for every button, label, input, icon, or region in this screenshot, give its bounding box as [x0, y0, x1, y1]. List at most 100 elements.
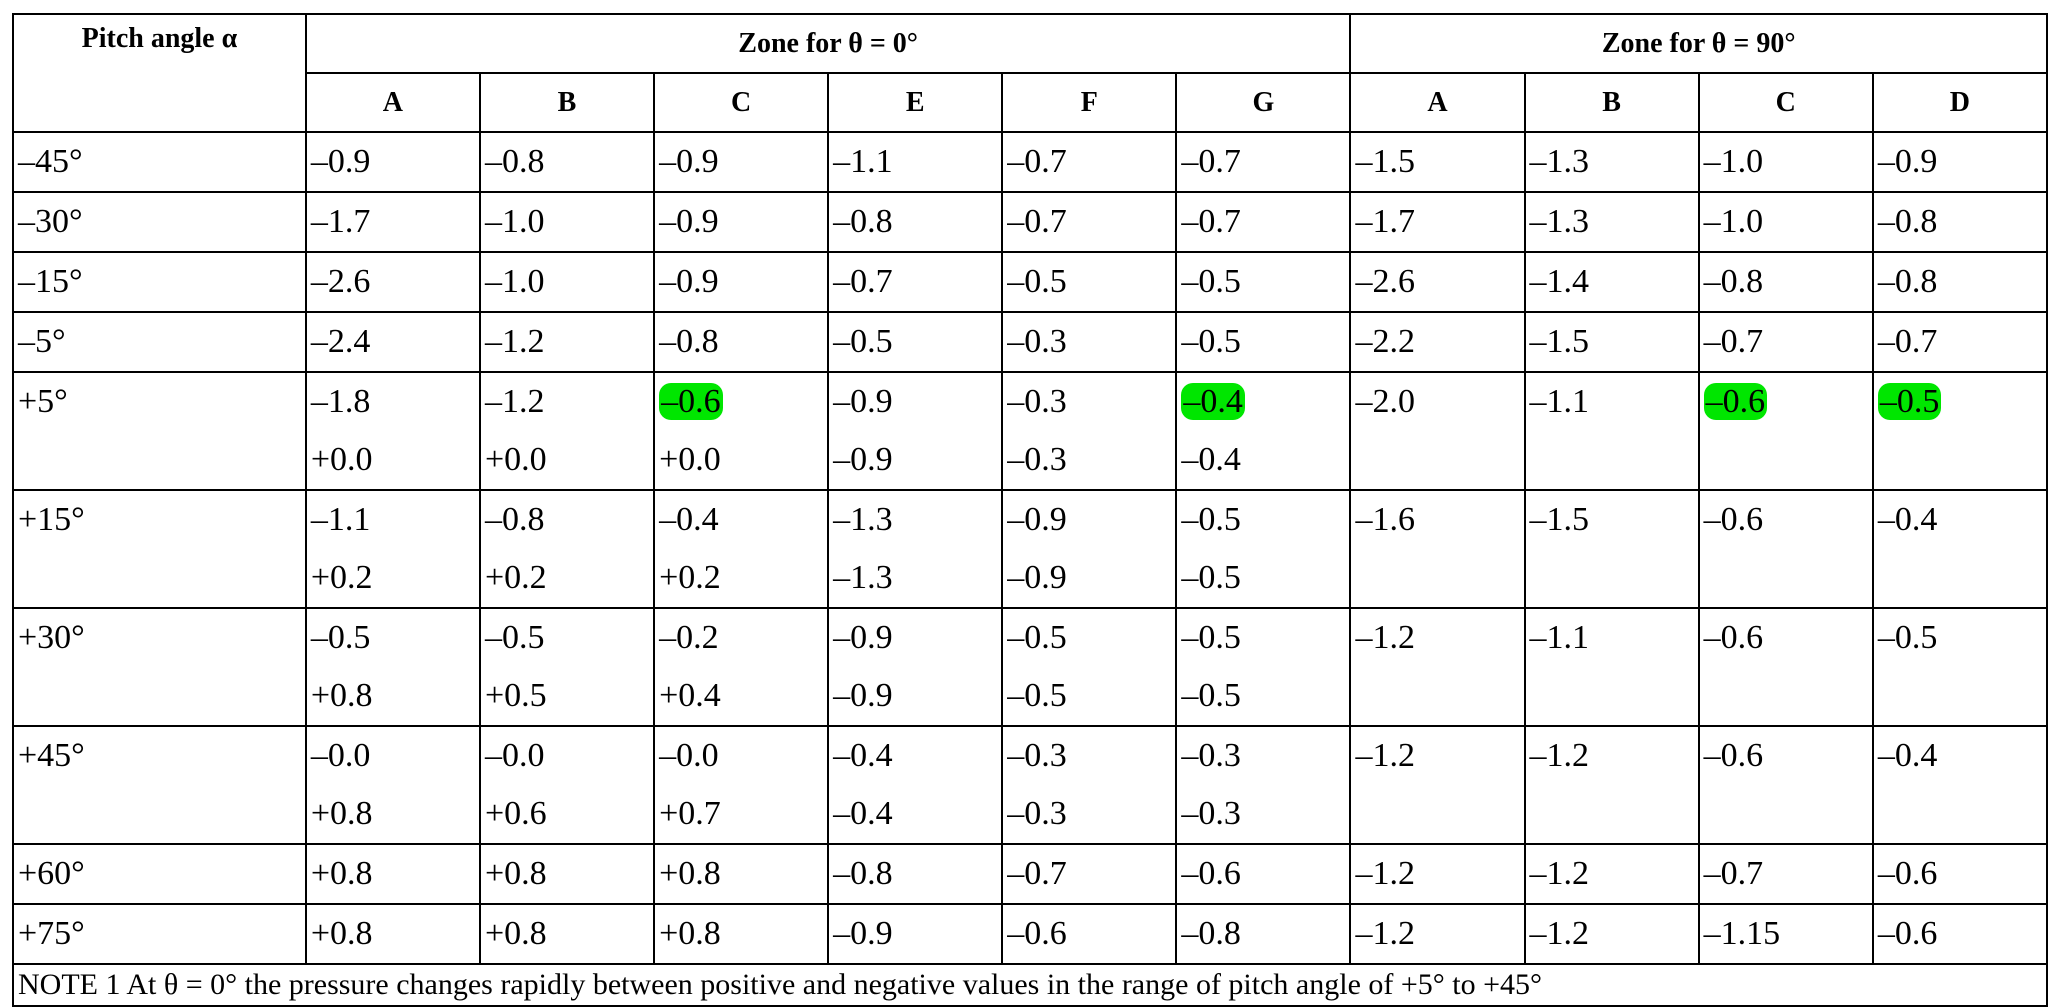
zone-header: E — [827, 72, 1004, 133]
value: –0.8 — [1877, 203, 1938, 240]
zone-header: A — [304, 72, 481, 133]
value-line: –0.9 — [659, 134, 823, 190]
value: –0.5 — [1007, 263, 1067, 300]
value-cell: –0.5 — [827, 311, 1004, 373]
value: –1.2 — [1529, 855, 1590, 892]
value-cell: –1.5 — [1523, 489, 1700, 609]
value-line: +0.2 — [311, 549, 475, 606]
value: +0.8 — [659, 855, 721, 892]
value-cell: –0.3 — [1001, 311, 1178, 373]
value: –0.3 — [1007, 323, 1067, 360]
value-line: –0.6 — [1704, 728, 1868, 785]
value-cell: –0.8 — [1697, 251, 1874, 313]
value: –1.3 — [1529, 143, 1590, 180]
value: +0.0 — [484, 441, 547, 478]
value: –0.3 — [1007, 441, 1067, 478]
value: +0.6 — [484, 795, 547, 832]
value: –0.9 — [310, 143, 371, 180]
value-cell: –1.1 — [1523, 607, 1700, 727]
value: –0.4 — [659, 501, 719, 538]
value-line: –1.2 — [484, 314, 649, 370]
value-line: –0.4 — [1181, 431, 1345, 488]
value-cell: –1.3 — [1523, 131, 1700, 193]
value: –1.0 — [484, 203, 545, 240]
value: –0.3 — [1007, 737, 1067, 774]
value: –2.6 — [1355, 263, 1415, 300]
value: –0.5 — [1007, 619, 1067, 656]
value-cell: +0.8 — [478, 903, 656, 965]
value-line: –0.3 — [1007, 785, 1171, 842]
value-cell: –0.5 +0.8 — [304, 607, 481, 727]
value-cell: –0.3 –0.3 — [1175, 725, 1352, 845]
value: –0.8 — [833, 203, 893, 240]
value: –1.7 — [1355, 203, 1415, 240]
value-line: –0.9 — [1007, 492, 1171, 549]
value-line: –0.9 — [310, 134, 475, 190]
value: –0.9 — [1877, 143, 1938, 180]
value-line: –1.0 — [1704, 134, 1868, 190]
value: –0.9 — [833, 441, 893, 478]
value: –0.6 — [1007, 915, 1067, 952]
value: –1.2 — [484, 323, 545, 360]
value-line: –0.7 — [1878, 314, 2042, 370]
value-line: –0.5 — [1007, 610, 1171, 667]
value-cell: –0.7 — [1697, 843, 1874, 905]
value: +0.8 — [310, 677, 373, 714]
value-line: –0.7 — [1007, 194, 1171, 250]
value-cell: –0.6 — [1697, 607, 1874, 727]
group-header: Zone for θ = 0° — [304, 13, 1352, 74]
page: {"table": { "header": {"pitch": "Pitch a… — [12, 13, 2048, 1007]
value-line: –0.5 — [485, 610, 649, 667]
pitch-header: Pitch angle α — [12, 13, 307, 133]
value-cell: –0.3 –0.3 — [1001, 371, 1178, 491]
value-line: –1.0 — [1704, 194, 1868, 250]
value-cell: –0.6 — [1697, 371, 1874, 491]
value-line: +0.8 — [659, 906, 823, 962]
value: –0.5 — [1181, 619, 1241, 656]
value: –0.4 — [833, 795, 893, 832]
table-row: –45° –0.9 –0.8 –0.9 –1.1 –0.7 –0.7 –1.5 –1.3 –1.0… — [12, 131, 2048, 193]
value: +0.2 — [484, 559, 547, 596]
table-row: +60° +0.8 +0.8 +0.8 –0.8 –0.7 –0.6 –1.2 –1.2 –0.7… — [12, 843, 2048, 905]
value: –1.3 — [1529, 203, 1590, 240]
value-cell: –0.4 –0.4 — [827, 725, 1004, 845]
value-cell: –0.4 — [1871, 489, 2048, 609]
value-line: –0.4 — [1877, 728, 2042, 785]
value: –0.9 — [659, 203, 719, 240]
value-line: –1.3 — [833, 492, 997, 549]
value: –0.4 — [1877, 737, 1938, 774]
value: –2.2 — [1355, 323, 1415, 360]
value-cell: +0.8 — [304, 903, 481, 965]
value: –0.9 — [833, 915, 893, 952]
value-cell: –0.8 — [1175, 903, 1352, 965]
value: –1.1 — [1529, 383, 1590, 420]
value-cell: –1.7 — [1349, 191, 1526, 253]
value-cell: –2.4 — [304, 311, 481, 373]
value-cell: –0.7 — [1001, 191, 1178, 253]
pressure-table: Pitch angle α Zone for θ = 0° Zone for θ… — [12, 13, 2048, 1007]
value-line: +0.0 — [484, 431, 649, 488]
value-line: –1.5 — [1355, 134, 1519, 190]
value-cell: –0.9 — [1871, 131, 2048, 193]
value: –0.6 — [1703, 383, 1768, 420]
value: –0.5 — [1181, 677, 1241, 714]
value-line: –0.4 — [833, 728, 997, 785]
value-line: +0.0 — [659, 431, 823, 488]
value-cell: –1.3 — [1523, 191, 1700, 253]
value: –0.7 — [1703, 855, 1764, 892]
value: +0.8 — [484, 915, 547, 952]
value-line: –0.8 — [1877, 194, 2042, 250]
value-cell: –0.5 –0.5 — [1001, 607, 1178, 727]
value-cell: –0.8 — [653, 311, 830, 373]
value-line: –1.2 — [485, 374, 649, 431]
value-line: –0.7 — [1181, 194, 1345, 250]
value-cell: –0.5 — [1871, 607, 2048, 727]
value-cell: –0.0 +0.6 — [478, 725, 656, 845]
value: –0.3 — [1007, 795, 1067, 832]
value-line: –0.9 — [833, 906, 997, 962]
value-cell: –0.6 — [1001, 903, 1178, 965]
value: –0.5 — [1877, 383, 1942, 420]
value-cell: –0.9 — [653, 251, 830, 313]
value-line: –1.8 — [311, 374, 475, 431]
value-cell: –1.2 — [1349, 725, 1526, 845]
